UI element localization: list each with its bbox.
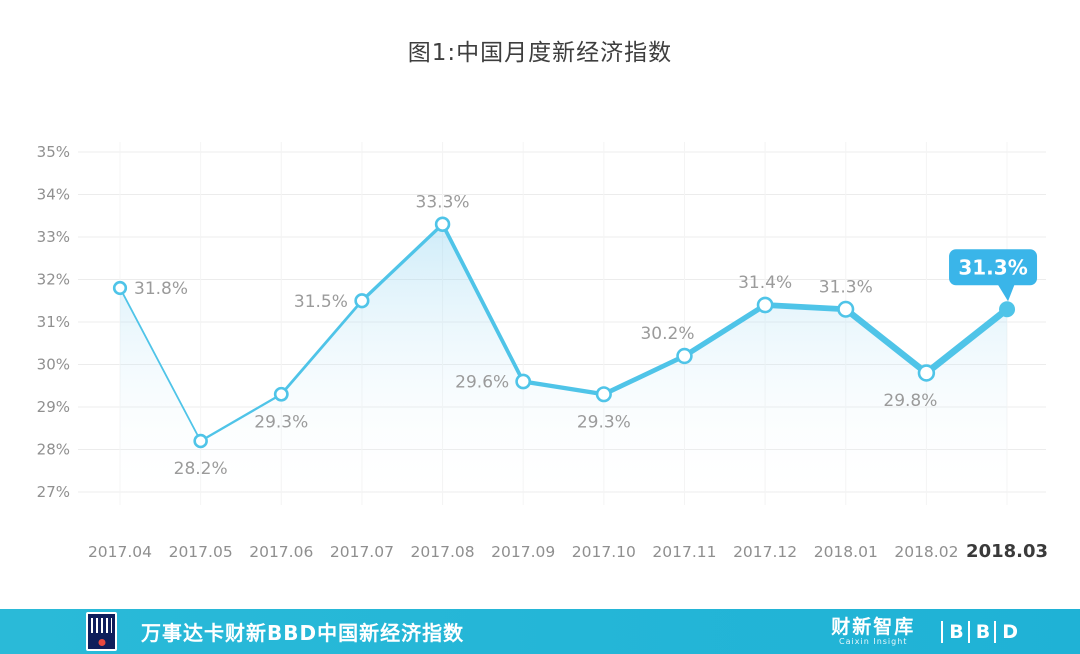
x-axis-label: 2017.09 xyxy=(491,543,555,561)
data-point xyxy=(193,433,208,449)
x-axis-label: 2018.02 xyxy=(894,543,958,561)
footer-title: 万事达卡财新BBD中国新经济指数 xyxy=(141,621,465,645)
x-axis-label: 2017.10 xyxy=(572,543,636,561)
point-label: 29.3% xyxy=(254,412,308,432)
point-label: 31.4% xyxy=(738,273,792,293)
y-axis-label: 27% xyxy=(37,483,70,501)
data-point xyxy=(434,216,451,232)
caixin-brand-subtext: Caixin Insight xyxy=(839,636,908,646)
line-segment xyxy=(601,353,687,397)
line-segment xyxy=(279,299,364,396)
line-segment xyxy=(923,305,1011,377)
data-point xyxy=(837,300,855,318)
point-label: 33.3% xyxy=(416,192,470,212)
footer-bar: 万事达卡财新BBD中国新经济指数 财新智库 Caixin Insight B B… xyxy=(0,609,1080,654)
y-axis-label: 29% xyxy=(37,398,70,416)
bbd-letter: B xyxy=(967,620,994,643)
point-label: 28.2% xyxy=(174,459,228,479)
y-axis-label: 32% xyxy=(37,271,70,289)
point-label: 31.8% xyxy=(134,279,188,299)
highlight-badge xyxy=(949,249,1038,286)
point-label: 31.3% xyxy=(819,277,873,297)
line-segment xyxy=(521,379,606,397)
data-point xyxy=(595,386,612,403)
bbd-letter: B xyxy=(941,620,967,643)
footer-left: 万事达卡财新BBD中国新经济指数 xyxy=(86,612,464,651)
data-point xyxy=(676,347,693,365)
footer-right: 财新智库 Caixin Insight B B D xyxy=(831,615,1022,647)
bbd-logo: B B D xyxy=(941,620,1022,643)
chart-title: 图1:中国月度新经济指数 xyxy=(407,40,673,66)
x-axis-label: 2017.07 xyxy=(330,543,394,561)
point-label: 30.2% xyxy=(640,324,694,344)
x-axis-label: 2018.01 xyxy=(814,543,878,561)
point-label: 29.3% xyxy=(577,412,631,432)
badge-tail xyxy=(997,283,1016,302)
data-point xyxy=(756,296,774,314)
x-axis-label: 2017.04 xyxy=(88,543,152,561)
line-segment xyxy=(681,302,768,359)
x-axis-label: 2017.05 xyxy=(169,543,233,561)
data-point xyxy=(112,280,128,296)
x-axis-label: 2017.11 xyxy=(652,543,716,561)
line-segment xyxy=(762,302,849,313)
x-axis-label: 2018.03 xyxy=(966,541,1048,562)
y-axis-label: 33% xyxy=(37,228,70,246)
line-segment xyxy=(119,287,202,442)
line-segment xyxy=(440,222,526,384)
line-segment xyxy=(842,306,930,377)
data-point xyxy=(273,386,289,402)
data-point xyxy=(917,364,936,382)
badge-label: 31.3% xyxy=(958,255,1027,279)
point-label: 31.5% xyxy=(294,292,348,312)
point-label: 29.8% xyxy=(883,391,937,411)
caixin-brand-text: 财新智库 xyxy=(831,615,916,638)
index-seal-dot xyxy=(98,639,105,646)
y-axis-label: 34% xyxy=(37,186,70,204)
line-segment xyxy=(360,222,445,303)
y-axis-label: 35% xyxy=(37,143,70,161)
y-axis-label: 30% xyxy=(37,356,70,374)
caixin-insight-logo: 财新智库 Caixin Insight xyxy=(831,615,916,647)
area-fill xyxy=(120,224,1008,505)
line-segment xyxy=(199,393,283,443)
data-point xyxy=(515,373,532,390)
y-axis-label: 28% xyxy=(37,441,70,459)
x-axis-label: 2017.08 xyxy=(411,543,475,561)
data-point xyxy=(999,301,1016,318)
data-point xyxy=(354,293,370,309)
index-seal-stripes xyxy=(91,618,112,633)
x-axis-label: 2017.06 xyxy=(249,543,313,561)
y-axis-label: 31% xyxy=(37,313,70,331)
index-seal-icon xyxy=(86,612,117,651)
point-label: 29.6% xyxy=(455,373,509,393)
line-chart-canvas: 35% 34% 33% 32% 31% 30% 29% 28% 27% 2017.04 2017.0… xyxy=(37,142,1048,562)
x-axis-label: 2017.12 xyxy=(733,543,797,561)
bbd-letter: D xyxy=(994,620,1022,643)
